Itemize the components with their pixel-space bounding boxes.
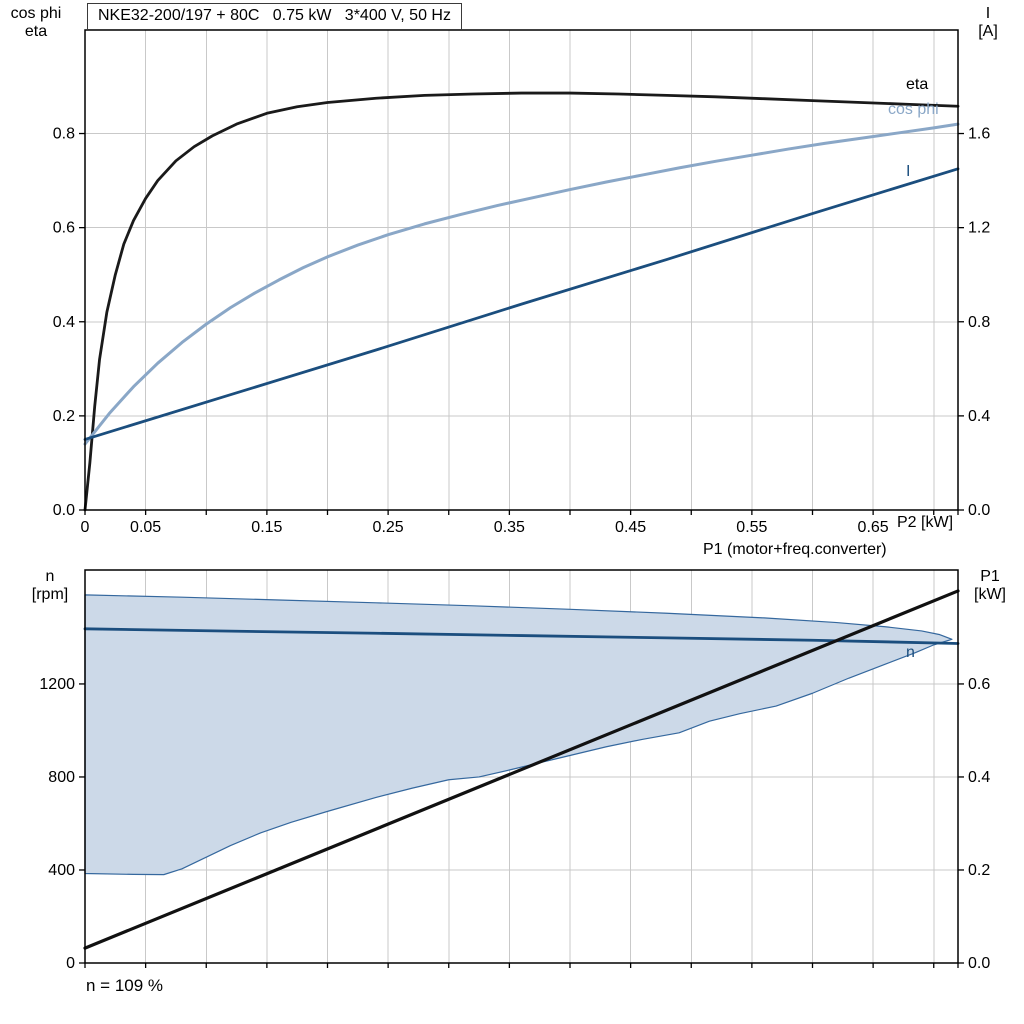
series-line-cos-phi [83,122,960,446]
right-tick-label: 1.6 [968,126,990,143]
chart-title-box: NKE32-200/197 + 80C 0.75 kW 3*400 V, 50 … [87,3,462,30]
right-tick-label: 0.4 [968,408,990,425]
series-label-cos-phi: cos phi [888,101,939,118]
x-tick-label: 0.65 [858,519,889,536]
series-line-P1 [83,589,960,950]
x-tick-label: 0.55 [736,519,767,536]
left-tick-label: 800 [48,769,75,786]
right-tick-label: 0.8 [968,314,990,331]
right-tick-label: 0.0 [968,955,990,972]
x-tick-label: 0 [81,519,90,536]
x-tick-label: 0.05 [130,519,161,536]
left-tick-label: 0 [66,955,75,972]
top-right-axis-title-line2: [A] [978,23,998,40]
plot-border [84,29,959,511]
bottom-right-axis-title-line1: P1 [980,568,1000,585]
left-tick-label: 0.4 [53,314,75,331]
series-line-eta [83,91,960,512]
top-left-axis-title-line2: eta [24,23,48,40]
bottom-left-axis-title-line2: [rpm] [31,586,69,603]
left-tick-label: 0.6 [53,220,75,237]
series-band-speed-range [84,594,953,876]
series-line-I [83,167,960,441]
top-left-axis-title-line1: cos phi [10,5,62,22]
right-tick-label: 0.4 [968,769,990,786]
left-tick-label: 0.8 [53,126,75,143]
series-line-n [83,627,960,645]
x-tick-label: 0.35 [494,519,525,536]
series-label-current: I [906,163,911,180]
x-tick-label: 0.45 [615,519,646,536]
x-tick-label: 0.15 [251,519,282,536]
footer-note: n = 109 % [86,976,164,995]
right-tick-label: 0.6 [968,676,990,693]
top-x-axis-label: P2 [kW] [897,514,954,531]
left-tick-label: 0.0 [53,502,75,519]
right-tick-label: 1.2 [968,220,990,237]
series-label-speed: n [906,644,915,661]
right-tick-label: 0.2 [968,862,990,879]
p1-annotation: P1 (motor+freq.converter) [703,541,887,558]
series-label-eta: eta [906,76,929,93]
left-tick-label: 1200 [39,676,75,693]
bottom-left-axis-title-line1: n [45,568,55,585]
top-right-axis-title-line1: I [985,5,991,22]
x-tick-label: 0.25 [373,519,404,536]
bottom-right-axis-title-line2: [kW] [974,586,1006,603]
plot-border [84,569,959,964]
left-tick-label: 400 [48,862,75,879]
left-tick-label: 0.2 [53,408,75,425]
right-tick-label: 0.0 [968,502,990,519]
